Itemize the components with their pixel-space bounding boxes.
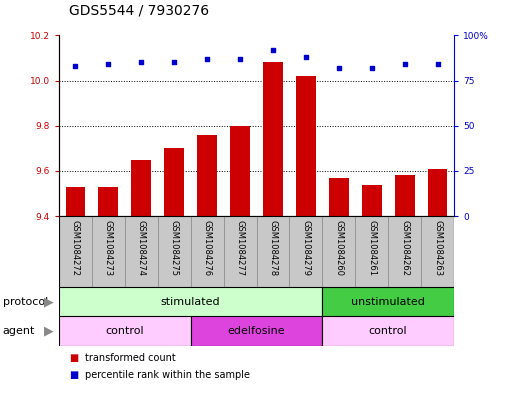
Text: unstimulated: unstimulated xyxy=(351,297,425,307)
Point xyxy=(334,65,343,71)
Text: GSM1084274: GSM1084274 xyxy=(137,220,146,275)
Bar xyxy=(59,216,92,287)
Text: GSM1084276: GSM1084276 xyxy=(203,220,212,276)
Bar xyxy=(296,76,315,216)
Point xyxy=(368,65,376,71)
Bar xyxy=(256,216,289,287)
Bar xyxy=(322,287,454,316)
Text: GDS5544 / 7930276: GDS5544 / 7930276 xyxy=(69,4,209,18)
Text: GSM1084277: GSM1084277 xyxy=(235,220,245,276)
Point xyxy=(71,63,80,69)
Bar xyxy=(421,216,454,287)
Bar xyxy=(388,216,421,287)
Bar xyxy=(428,169,447,216)
Text: agent: agent xyxy=(3,326,35,336)
Bar xyxy=(125,216,158,287)
Bar xyxy=(329,178,349,216)
Bar xyxy=(263,62,283,216)
Text: GSM1084260: GSM1084260 xyxy=(334,220,343,275)
Bar xyxy=(224,216,256,287)
Bar xyxy=(230,126,250,216)
Bar xyxy=(164,149,184,216)
Bar xyxy=(322,216,355,287)
Bar xyxy=(322,316,454,346)
Text: ■: ■ xyxy=(69,370,78,380)
Point xyxy=(433,61,442,68)
Text: edelfosine: edelfosine xyxy=(228,326,285,336)
Point xyxy=(203,56,211,62)
Text: GSM1084273: GSM1084273 xyxy=(104,220,113,276)
Bar xyxy=(59,316,191,346)
Text: GSM1084278: GSM1084278 xyxy=(268,220,278,276)
Bar xyxy=(66,187,85,216)
Bar xyxy=(362,185,382,216)
Point xyxy=(236,56,244,62)
Bar xyxy=(191,316,322,346)
Bar xyxy=(394,176,415,216)
Text: GSM1084275: GSM1084275 xyxy=(170,220,179,275)
Point xyxy=(302,54,310,60)
Text: percentile rank within the sample: percentile rank within the sample xyxy=(85,370,250,380)
Text: GSM1084272: GSM1084272 xyxy=(71,220,80,275)
Text: ▶: ▶ xyxy=(45,325,54,338)
Bar xyxy=(158,216,191,287)
Bar xyxy=(98,187,118,216)
Bar xyxy=(59,287,322,316)
Text: ■: ■ xyxy=(69,353,78,363)
Text: transformed count: transformed count xyxy=(85,353,175,363)
Point xyxy=(104,61,112,68)
Text: stimulated: stimulated xyxy=(161,297,221,307)
Bar xyxy=(131,160,151,216)
Text: GSM1084261: GSM1084261 xyxy=(367,220,376,275)
Bar xyxy=(197,135,217,216)
Text: GSM1084263: GSM1084263 xyxy=(433,220,442,276)
Text: GSM1084279: GSM1084279 xyxy=(301,220,310,275)
Bar xyxy=(191,216,224,287)
Text: control: control xyxy=(106,326,144,336)
Text: control: control xyxy=(369,326,407,336)
Bar xyxy=(355,216,388,287)
Point xyxy=(269,47,277,53)
Text: ▶: ▶ xyxy=(45,295,54,308)
Bar xyxy=(289,216,322,287)
Point xyxy=(137,59,145,66)
Text: GSM1084262: GSM1084262 xyxy=(400,220,409,275)
Point xyxy=(401,61,409,68)
Bar xyxy=(92,216,125,287)
Text: protocol: protocol xyxy=(3,297,48,307)
Point xyxy=(170,59,179,66)
